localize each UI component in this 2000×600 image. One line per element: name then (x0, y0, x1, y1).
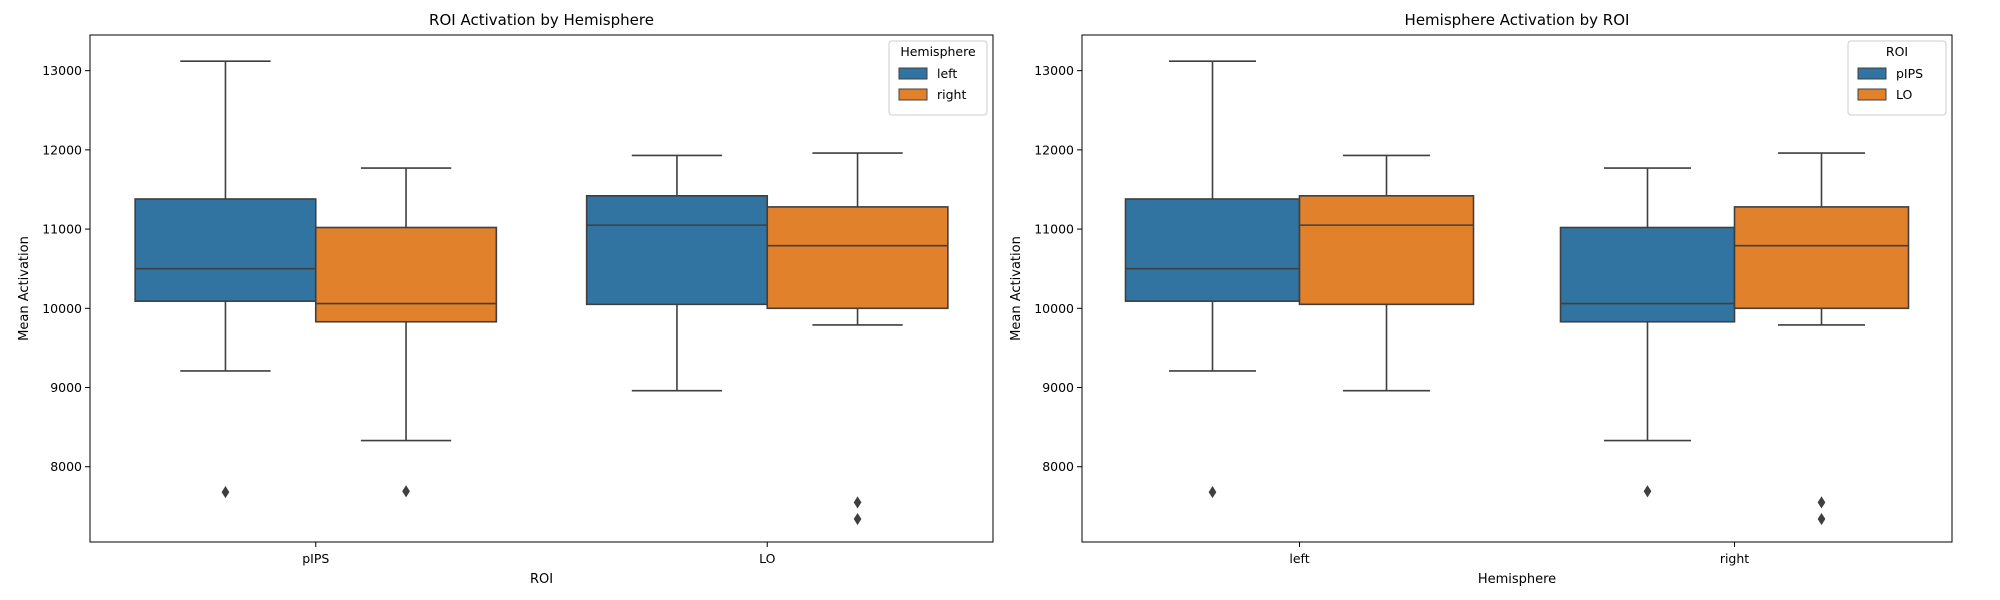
x-axis-label: Hemisphere (1478, 572, 1556, 587)
legend: Hemisphere left right (888, 40, 988, 116)
y-tick-label: 10000 (42, 301, 82, 316)
box-body (1733, 206, 1910, 310)
outlier-point (221, 486, 230, 499)
chart-panel-1: ROI Activation by Hemisphere 8000 9000 1000… (17, 11, 994, 587)
y-tick-label: 11000 (1034, 222, 1074, 237)
box-pIPS-right (1559, 167, 1736, 498)
legend-title: ROI (1886, 44, 1908, 59)
y-tick-label: 10000 (1034, 301, 1074, 316)
outlier-point (1817, 512, 1826, 526)
box-right-LO (766, 152, 949, 526)
box-body (585, 195, 769, 306)
y-tick-label: 9000 (1042, 380, 1074, 395)
box-left-pIPS (134, 60, 317, 499)
y-tick-label: 8000 (50, 459, 82, 474)
y-tick-label: 13000 (42, 63, 82, 78)
legend-swatch (898, 88, 928, 101)
box-body (1298, 195, 1475, 306)
outlier-point (402, 485, 410, 498)
box-body (134, 198, 317, 302)
x-tick-label: pIPS (302, 551, 329, 566)
legend-swatch (1857, 88, 1887, 101)
chart-title: ROI Activation by Hemisphere (429, 11, 654, 29)
box-body (1124, 198, 1301, 302)
legend-label: pIPS (1896, 66, 1923, 81)
chart-panels: ROI Activation by Hemisphere 8000 9000 1000… (17, 11, 1953, 587)
legend-label: right (937, 87, 966, 102)
box-left-LO (585, 154, 769, 392)
outlier-point (853, 496, 862, 509)
y-tick-label: 8000 (1042, 459, 1074, 474)
y-axis-label: Mean Activation (17, 236, 32, 341)
y-tick-label: 12000 (1034, 142, 1074, 157)
legend: ROI pIPS LO (1847, 40, 1947, 116)
x-tick-label: right (1720, 551, 1749, 566)
y-tick-label: 13000 (1034, 63, 1074, 78)
x-axis-label: ROI (530, 572, 553, 587)
legend-title: Hemisphere (900, 44, 976, 59)
x-tick-label: left (1289, 551, 1309, 566)
box-pIPS-left (1124, 60, 1301, 499)
legend-label: LO (1896, 87, 1913, 102)
box-LO-right (1733, 152, 1910, 526)
outlier-point (1643, 485, 1652, 498)
x-tick-label: LO (759, 551, 776, 566)
axes-frame (1081, 34, 1953, 543)
axes-frame (89, 34, 994, 543)
outlier-point (1208, 486, 1217, 499)
y-tick-label: 12000 (42, 142, 82, 157)
legend-swatch (898, 67, 928, 80)
chart-title: Hemisphere Activation by ROI (1405, 11, 1630, 29)
legend-swatch (1857, 67, 1887, 80)
box-body (766, 206, 949, 310)
y-axis-label: Mean Activation (1009, 236, 1024, 341)
outlier-point (1817, 496, 1826, 509)
chart-panel-2: Hemisphere Activation by ROI 8000 9000 1000… (1009, 11, 1953, 587)
y-tick-label: 9000 (50, 380, 82, 395)
outlier-point (853, 512, 862, 526)
box-body (314, 226, 498, 323)
box-right-pIPS (314, 167, 498, 498)
box-body (1559, 226, 1736, 323)
legend-label: left (937, 66, 957, 81)
y-tick-label: 11000 (42, 222, 82, 237)
box-LO-left (1298, 154, 1475, 392)
